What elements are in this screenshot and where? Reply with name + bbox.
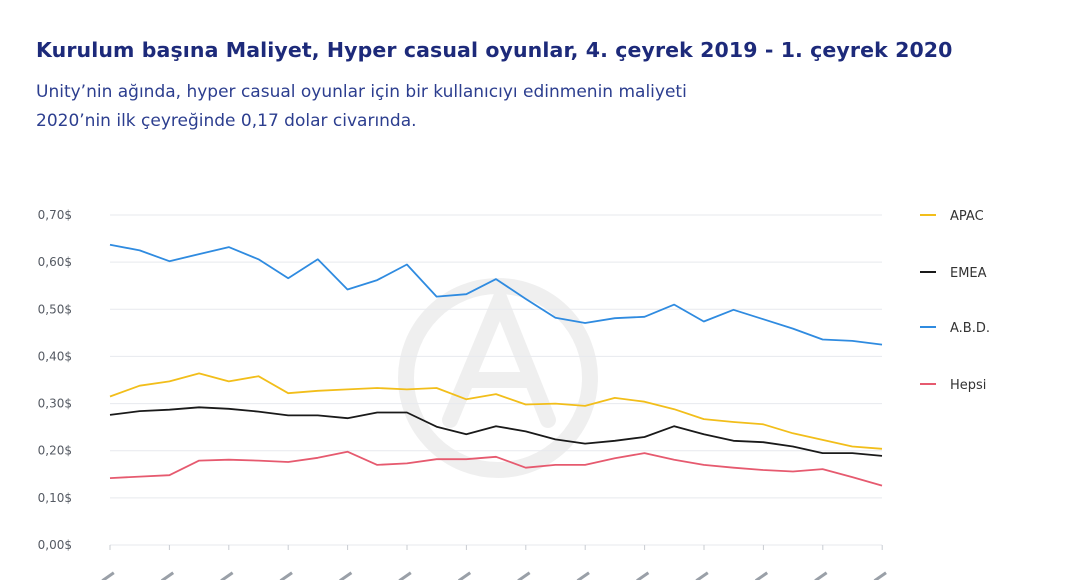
series-line-a-b-d — [109, 243, 883, 346]
x-tick-label-fragment — [636, 571, 650, 580]
series-line-hepsi — [109, 450, 883, 487]
legend-label: APAC — [950, 209, 984, 224]
x-tick-label-fragment — [873, 571, 887, 580]
chart-legend: APAC EMEA A.B.D. Hepsi — [920, 209, 990, 393]
chart-series — [109, 243, 883, 487]
series-line-emea — [109, 406, 883, 457]
legend-label: Hepsi — [950, 378, 986, 393]
x-tick-label-fragment — [457, 571, 472, 580]
y-tick-label: 0,30$ — [38, 397, 72, 411]
x-tick-label-fragment — [160, 571, 175, 580]
chart-title: Kurulum başına Maliyet, Hyper casual oyu… — [36, 38, 953, 62]
legend-label: EMEA — [950, 266, 987, 281]
subtitle-line-1: Unity’nin ağında, hyper casual oyunlar i… — [36, 82, 687, 102]
x-tick-label-fragment — [576, 571, 590, 580]
x-tick-label-fragment — [695, 571, 709, 580]
series-line-apac — [109, 372, 883, 450]
y-tick-label: 0,10$ — [38, 491, 72, 505]
y-tick-label: 0,50$ — [38, 302, 72, 316]
x-tick-label-fragment — [814, 571, 828, 580]
x-tick-label-fragment — [754, 571, 769, 580]
subtitle-line-2: 2020’nin ilk çeyreğinde 0,17 dolar civar… — [36, 111, 417, 131]
x-tick-label-fragment — [101, 571, 115, 580]
y-axis-ticks: 0,00$ 0,10$ 0,20$ 0,30$ 0,40$ 0,50$ 0,60$ 0,70$ — [38, 208, 72, 552]
chart-subtitle: Unity’nin ağında, hyper casual oyunlar i… — [36, 78, 796, 136]
x-tick-label-fragment — [517, 571, 531, 580]
x-tick-label-fragment — [220, 571, 234, 580]
x-tick-label-fragment — [398, 571, 412, 580]
y-tick-label: 0,20$ — [38, 444, 72, 458]
y-tick-label: 0,70$ — [38, 208, 72, 222]
watermark-logo-icon — [398, 278, 598, 478]
y-tick-label: 0,00$ — [38, 538, 72, 552]
y-tick-label: 0,40$ — [38, 349, 72, 363]
chart-grid — [110, 214, 882, 546]
x-tick-label-fragment — [339, 571, 353, 580]
y-tick-label: 0,60$ — [38, 255, 72, 269]
x-tick-label-fragment — [279, 571, 293, 580]
x-axis-ticks — [101, 545, 887, 580]
legend-label: A.B.D. — [950, 321, 990, 336]
